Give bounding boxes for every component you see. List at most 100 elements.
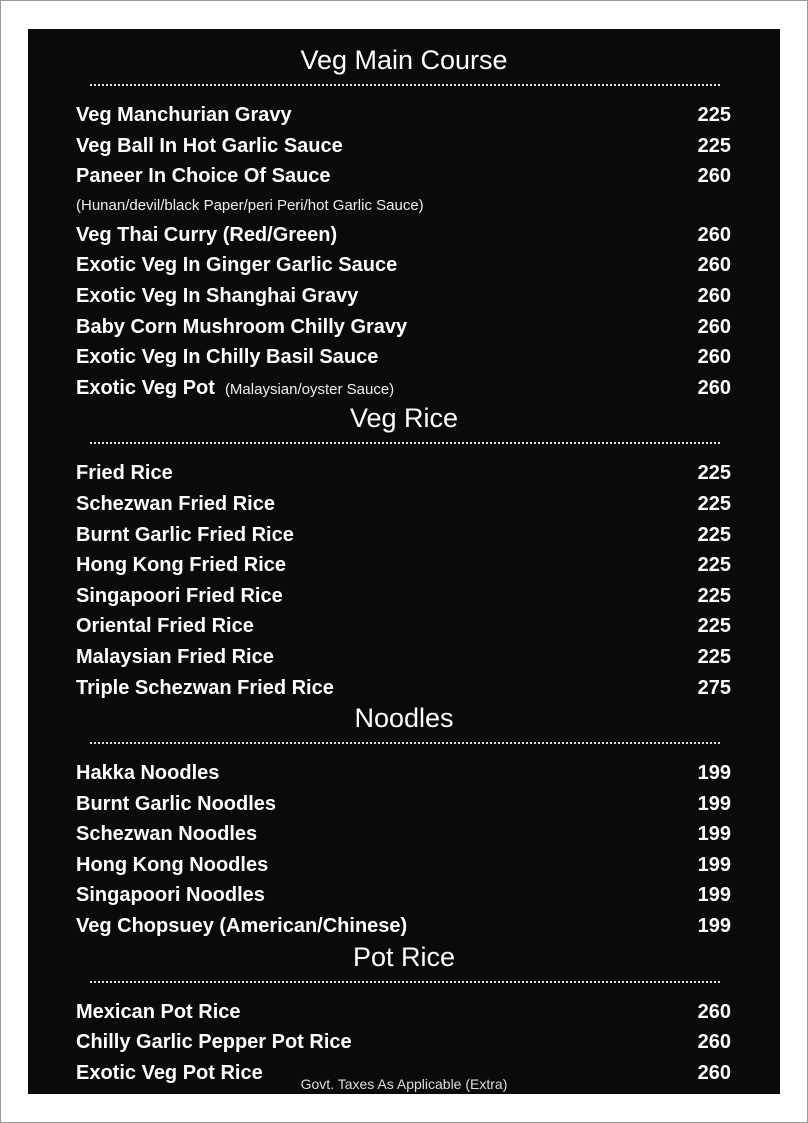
menu-item: Chilly Garlic Pepper Pot Rice 260 bbox=[76, 1027, 732, 1058]
menu-section: Noodles Hakka Noodles 199 Burnt Garlic Nood… bbox=[76, 703, 732, 942]
menu-item: Malaysian Fried Rice 225 bbox=[76, 642, 732, 673]
menu-item-name-wrap: Veg Thai Curry (Red/Green) bbox=[76, 220, 337, 251]
menu-item-name: Exotic Veg In Shanghai Gravy bbox=[76, 284, 359, 307]
menu-item-subnote: (Hunan/devil/black Paper/peri Peri/hot G… bbox=[76, 196, 424, 214]
menu-item-name-wrap: Schezwan Fried Rice bbox=[76, 489, 275, 520]
menu-item-name: Hakka Noodles bbox=[76, 762, 220, 785]
menu-item-name-wrap: Hong Kong Fried Rice bbox=[76, 550, 286, 581]
menu-item-price: 225 bbox=[697, 615, 731, 638]
menu-item-name-wrap: Singapoori Fried Rice bbox=[76, 581, 283, 612]
dotted-divider bbox=[76, 734, 732, 758]
menu-item: Singapoori Noodles 199 bbox=[76, 880, 732, 911]
menu-item-name-wrap: Exotic Veg Pot Rice bbox=[76, 1058, 263, 1089]
menu-item-name: Chilly Garlic Pepper Pot Rice bbox=[76, 1031, 352, 1054]
menu-item-name: Exotic Veg In Chilly Basil Sauce bbox=[76, 346, 379, 369]
menu-item-price: 275 bbox=[697, 676, 731, 699]
menu-item: Paneer In Choice Of Sauce 260 bbox=[76, 161, 732, 192]
menu-item: Veg Ball In Hot Garlic Sauce 225 bbox=[76, 131, 732, 162]
footer-note: Govt. Taxes As Applicable (Extra) bbox=[300, 1076, 508, 1092]
menu-item: Hong Kong Fried Rice 225 bbox=[76, 550, 732, 581]
menu-item: Hakka Noodles 199 bbox=[76, 758, 732, 789]
menu-item-name-wrap: Malaysian Fried Rice bbox=[76, 642, 274, 673]
menu-item-note: (Malaysian/oyster Sauce) bbox=[224, 380, 395, 398]
menu-item-name: Triple Schezwan Fried Rice bbox=[76, 676, 334, 699]
menu-item-name: Schezwan Noodles bbox=[76, 823, 258, 846]
menu-item: Veg Thai Curry (Red/Green) 260 bbox=[76, 220, 732, 251]
menu-item-name-wrap: Exotic Veg In Chilly Basil Sauce bbox=[76, 342, 378, 373]
menu-item-name: Burnt Garlic Noodles bbox=[76, 792, 277, 815]
menu-item-name: Malaysian Fried Rice bbox=[76, 645, 274, 668]
menu-item: Mexican Pot Rice 260 bbox=[76, 997, 732, 1028]
menu-item: Burnt Garlic Noodles 199 bbox=[76, 789, 732, 820]
menu-item-name: Exotic Veg In Ginger Garlic Sauce bbox=[76, 254, 398, 277]
menu-item-name: Veg Chopsuey (American/Chinese) bbox=[76, 915, 408, 938]
menu-section: Veg Rice Fried Rice 225 Schezwan Fried Rice… bbox=[76, 403, 732, 703]
menu-item-name-wrap: Hakka Noodles bbox=[76, 758, 219, 789]
menu-item-price: 260 bbox=[697, 1000, 731, 1023]
menu-item-name-wrap: Veg Thai Pot Rice (Red/Green) bbox=[76, 1088, 364, 1119]
menu-item: Exotic Veg In Ginger Garlic Sauce 260 bbox=[76, 250, 732, 281]
menu-item-name: Oriental Fried Rice bbox=[76, 615, 254, 638]
menu-item-name-wrap: Mexican Pot Rice bbox=[76, 997, 241, 1028]
menu-item-price: 199 bbox=[697, 884, 731, 907]
menu-item: Exotic Veg Pot (Malaysian/oyster Sauce) 26… bbox=[76, 373, 732, 404]
dotted-divider bbox=[76, 973, 732, 997]
menu-item-price: 225 bbox=[697, 584, 731, 607]
dotted-divider bbox=[76, 76, 732, 100]
menu-item-name-wrap: Triple Schezwan Fried Rice bbox=[76, 673, 334, 704]
menu-item: Schezwan Noodles 199 bbox=[76, 819, 732, 850]
menu-item: Exotic Veg In Shanghai Gravy 260 bbox=[76, 281, 732, 312]
menu-item-price: 260 bbox=[697, 376, 731, 399]
menu-item-name-wrap: Exotic Veg Pot (Malaysian/oyster Sauce) bbox=[76, 373, 394, 404]
menu-item-name: Burnt Garlic Fried Rice bbox=[76, 523, 294, 546]
menu-section: Veg Main Course Veg Manchurian Gravy 225 Ve… bbox=[76, 45, 732, 403]
menu-item-price: 225 bbox=[697, 462, 731, 485]
menu-item-price: 260 bbox=[697, 1061, 731, 1084]
menu-item-price: 225 bbox=[697, 134, 731, 157]
menu-item-price: 260 bbox=[697, 1092, 731, 1115]
menu-item-price: 199 bbox=[697, 853, 731, 876]
menu-item-name: Schezwan Fried Rice bbox=[76, 492, 275, 515]
menu-item: Veg Chopsuey (American/Chinese) 199 bbox=[76, 911, 732, 942]
menu-item: Schezwan Fried Rice 225 bbox=[76, 489, 732, 520]
menu-item-price: 260 bbox=[697, 315, 731, 338]
menu-item: Oriental Fried Rice 225 bbox=[76, 611, 732, 642]
menu-item-name-wrap: Hong Kong Noodles bbox=[76, 850, 268, 881]
menu-item-name: Mexican Pot Rice bbox=[76, 1000, 241, 1023]
menu-item-price: 199 bbox=[697, 792, 731, 815]
menu-item-price: 225 bbox=[697, 492, 731, 515]
menu-item: Baby Corn Mushroom Chilly Gravy 260 bbox=[76, 312, 732, 343]
menu-item-name-wrap: Chilly Garlic Pepper Pot Rice bbox=[76, 1027, 352, 1058]
section-title: Noodles bbox=[354, 703, 454, 734]
menu-item-price: 225 bbox=[697, 645, 731, 668]
menu-item-name: Singapoori Noodles bbox=[76, 884, 265, 907]
menu-item-name-wrap: Exotic Veg In Ginger Garlic Sauce bbox=[76, 250, 397, 281]
menu-item-name-wrap: Veg Chopsuey (American/Chinese) bbox=[76, 911, 407, 942]
menu-item-name-wrap: Exotic Veg In Shanghai Gravy bbox=[76, 281, 358, 312]
menu-item-price: 199 bbox=[697, 915, 731, 938]
menu-item-price: 260 bbox=[697, 223, 731, 246]
menu-item-name: Singapoori Fried Rice bbox=[76, 584, 283, 607]
menu-item-price: 260 bbox=[697, 254, 731, 277]
menu-item-name-wrap: Veg Manchurian Gravy bbox=[76, 100, 292, 131]
menu-item: Hong Kong Noodles 199 bbox=[76, 850, 732, 881]
menu-item-price: 225 bbox=[697, 554, 731, 577]
menu-item: Exotic Veg In Chilly Basil Sauce 260 bbox=[76, 342, 732, 373]
menu-item: Singapoori Fried Rice 225 bbox=[76, 581, 732, 612]
menu-item-price: 225 bbox=[697, 104, 731, 126]
menu-item-name: Veg Thai Curry (Red/Green) bbox=[76, 223, 338, 246]
menu-item-name: Fried Rice bbox=[76, 462, 173, 485]
menu-item: Burnt Garlic Fried Rice 225 bbox=[76, 520, 732, 551]
menu-item-name: Veg Ball In Hot Garlic Sauce bbox=[76, 134, 343, 157]
menu-section: Pot Rice Mexican Pot Rice 260 Chilly Garlic… bbox=[76, 942, 732, 1119]
menu-item-name: Exotic Veg Pot Rice bbox=[76, 1061, 263, 1084]
menu-item: Veg Thai Pot Rice (Red/Green) 260 bbox=[76, 1088, 732, 1119]
menu-item-name-wrap: Oriental Fried Rice bbox=[76, 611, 254, 642]
menu-item-price: 260 bbox=[697, 1031, 731, 1054]
menu-item-name: Veg Thai Pot Rice (Red/Green) bbox=[76, 1092, 364, 1115]
menu-item: Triple Schezwan Fried Rice 275 bbox=[76, 673, 732, 704]
menu-item-name-wrap: Baby Corn Mushroom Chilly Gravy bbox=[76, 312, 407, 343]
menu-item-name-wrap: Veg Ball In Hot Garlic Sauce bbox=[76, 131, 343, 162]
menu-item-name-wrap: Burnt Garlic Fried Rice bbox=[76, 520, 294, 551]
menu-content: Veg Main Course Veg Manchurian Gravy 225 Ve… bbox=[76, 45, 732, 1119]
